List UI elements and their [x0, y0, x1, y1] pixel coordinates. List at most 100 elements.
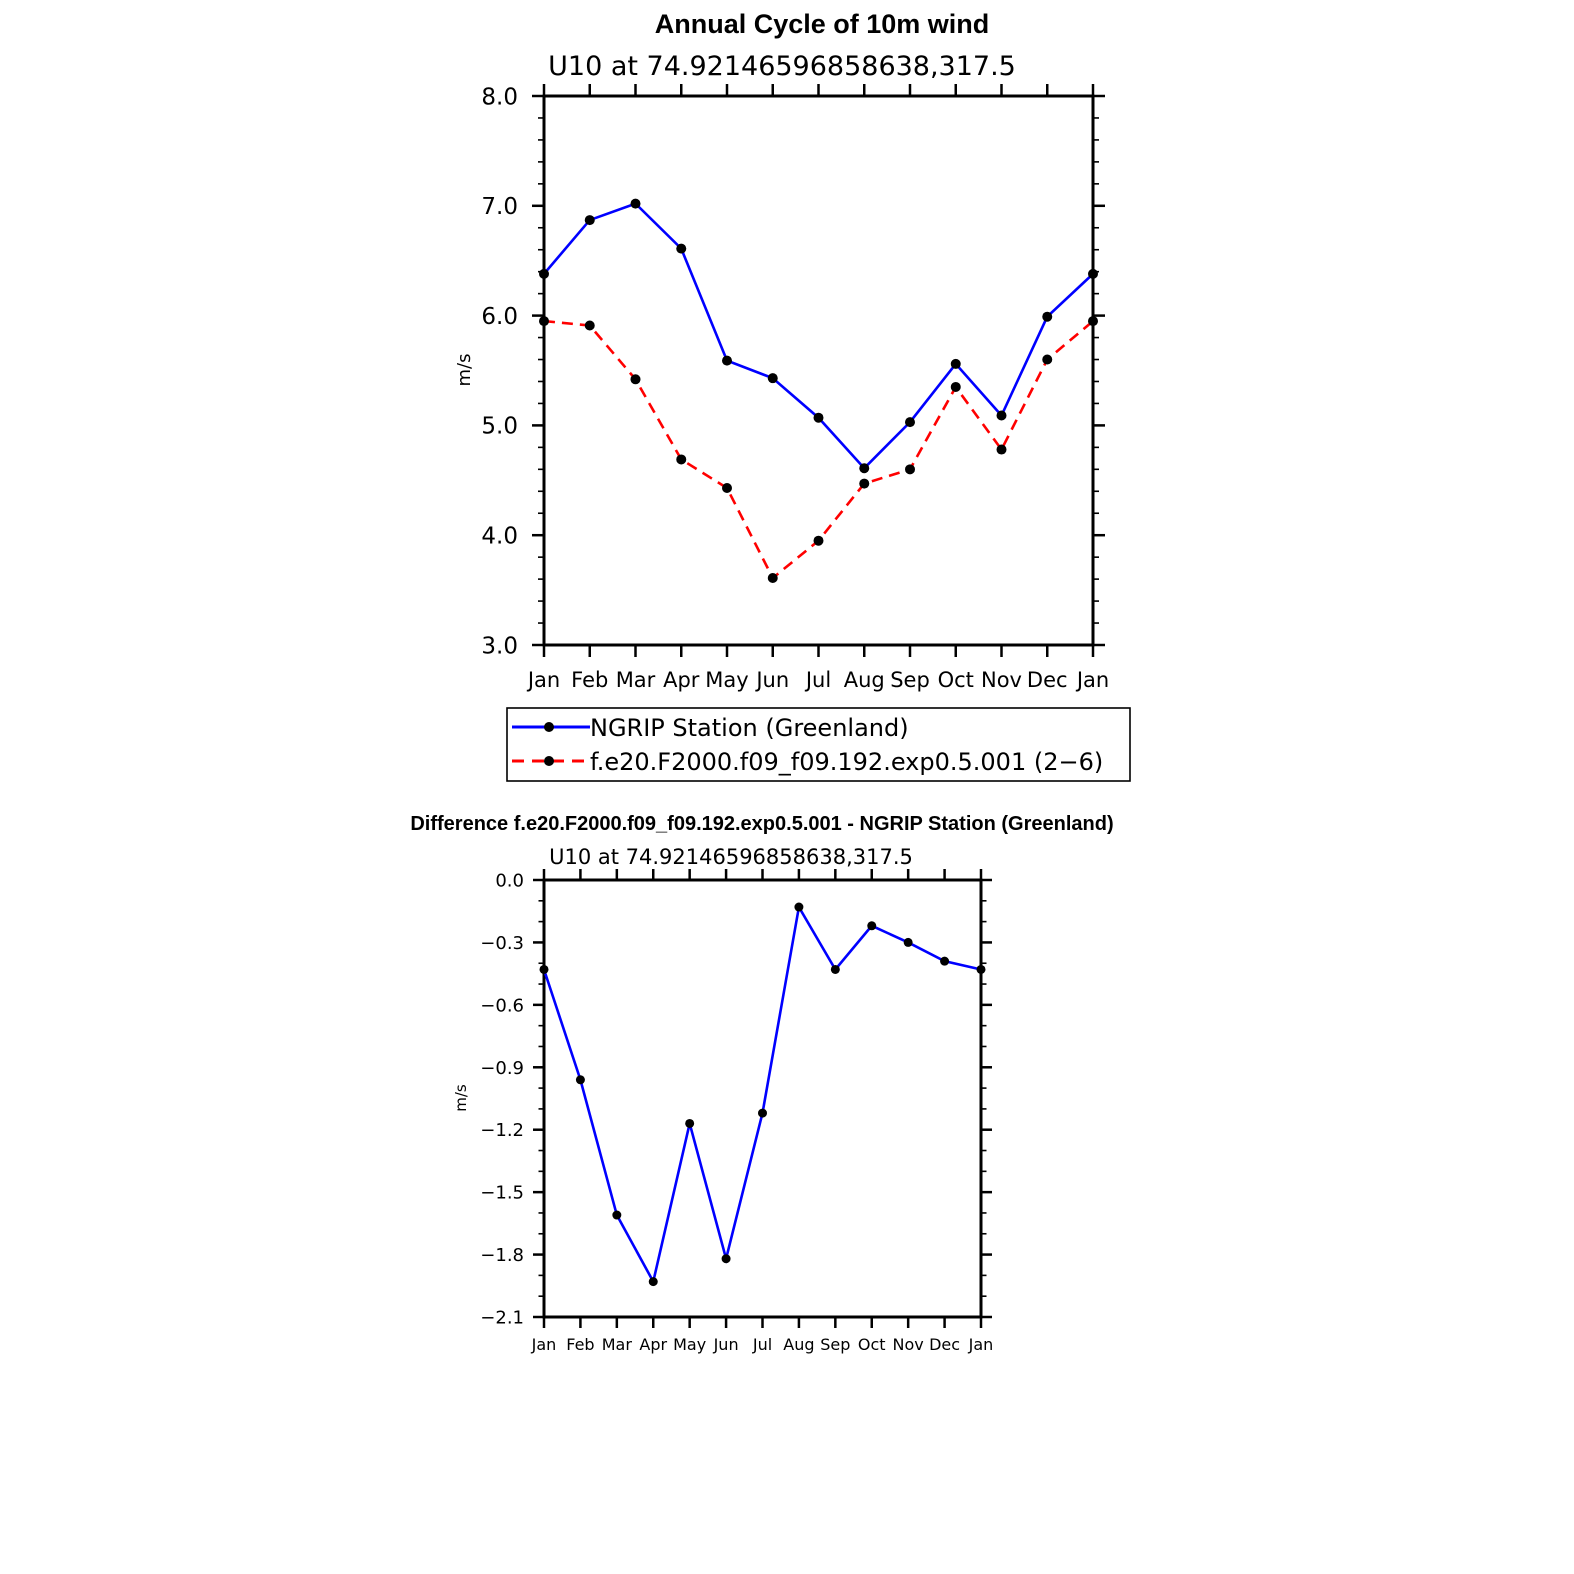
series-0-point	[539, 268, 549, 279]
chart1-title: Annual Cycle of 10m wind	[655, 9, 990, 39]
y-tick-label: −1.5	[480, 1183, 524, 1204]
y-tick-label: 3.0	[481, 633, 518, 659]
series-0-point	[794, 902, 804, 912]
y-tick-label: 5.0	[481, 414, 518, 440]
series-0-point	[940, 956, 950, 966]
series-1-point	[676, 454, 687, 465]
series-1-point	[905, 464, 915, 475]
x-tick-label: Jul	[752, 1335, 772, 1354]
chart1-ticks: Jan Feb Mar Apr May Jun Jul Aug Sep Oct Nov Dec Jan 3…	[481, 84, 1109, 692]
series-1-point	[584, 320, 595, 331]
x-tick-label: Apr	[639, 1335, 667, 1354]
x-tick-label: May	[705, 668, 748, 692]
legend-label-model: f.e20.F2000.f09_f09.192.exp0.5.001 (2−6)	[590, 748, 1103, 776]
x-tick-label: Jul	[804, 668, 831, 692]
chart1-frame	[542, 94, 1095, 647]
x-tick-label: Jan	[531, 1335, 557, 1354]
legend-marker-model	[544, 756, 554, 766]
series-1-point	[950, 381, 961, 392]
series-1-point	[767, 573, 778, 584]
series-line-0	[543, 202, 1094, 471]
x-tick-label: Apr	[663, 668, 700, 692]
x-tick-label: Dec	[929, 1335, 960, 1354]
series-1-point	[859, 478, 870, 489]
legend-label-ngrip: NGRIP Station (Greenland)	[590, 714, 909, 742]
x-tick-label: Jan	[526, 668, 560, 692]
series-0-point	[859, 463, 870, 474]
series-0-point	[685, 1118, 695, 1128]
y-tick-label: 8.0	[481, 84, 518, 110]
chart2-title: Difference f.e20.F2000.f09_f09.192.exp0.…	[410, 813, 1113, 835]
chart2-subtitle: U10 at 74.92146596858638,317.5	[549, 845, 913, 869]
series-1-point	[1042, 354, 1053, 365]
x-tick-label: Aug	[844, 668, 885, 692]
series-0-point	[575, 1075, 585, 1085]
x-tick-label: Aug	[783, 1335, 814, 1354]
series-0-point	[976, 964, 986, 974]
y-tick-label: −1.2	[480, 1120, 524, 1141]
x-tick-label: May	[673, 1335, 706, 1354]
series-1-point	[813, 535, 824, 546]
x-tick-label: Sep	[820, 1335, 850, 1354]
chart2-frame	[542, 878, 983, 1319]
y-tick-label: 7.0	[481, 194, 518, 220]
x-tick-label: Dec	[1027, 668, 1068, 692]
series-0-point	[996, 410, 1007, 421]
legend-marker-ngrip	[544, 722, 554, 732]
series-0-point	[758, 1108, 767, 1118]
series-0-point	[950, 358, 961, 369]
x-tick-label: Oct	[938, 668, 974, 692]
y-tick-label: 4.0	[481, 523, 518, 549]
chart2-ticks: Jan Feb Mar Apr May Jun Jul Aug Sep Oct Nov Dec Jan−…	[480, 869, 993, 1354]
x-tick-label: Jan	[968, 1335, 994, 1354]
series-0-point	[539, 964, 549, 974]
series-0-point	[721, 1254, 731, 1264]
y-tick-label: −2.1	[480, 1307, 524, 1328]
series-1-point	[996, 444, 1007, 455]
x-tick-label: Feb	[566, 1335, 594, 1354]
series-0-point	[584, 215, 595, 226]
series-0-point	[630, 198, 641, 209]
legend-item-model: f.e20.F2000.f09_f09.192.exp0.5.001 (2−6)	[512, 748, 1103, 776]
y-tick-label: −0.3	[480, 933, 524, 954]
x-tick-label: Jan	[1075, 668, 1109, 692]
x-tick-label: Mar	[616, 668, 656, 692]
chart2-ylabel: m/s	[452, 1084, 470, 1112]
y-tick-label: −1.8	[480, 1245, 524, 1266]
chart1-legend	[506, 707, 1131, 782]
x-tick-label: Jun	[754, 668, 789, 692]
series-0-point	[813, 412, 824, 423]
legend-item-ngrip: NGRIP Station (Greenland)	[512, 714, 909, 742]
series-0-point	[676, 243, 687, 254]
series-1-point	[630, 374, 641, 385]
x-tick-label: Oct	[858, 1335, 886, 1354]
y-tick-label: 6.0	[481, 304, 518, 330]
x-tick-label: Nov	[981, 668, 1022, 692]
series-0-point	[903, 937, 913, 947]
x-tick-label: Feb	[571, 668, 608, 692]
series-0-point	[722, 355, 732, 366]
series-line-0	[542, 903, 982, 1286]
series-0-point	[830, 964, 840, 974]
series-0-point	[1042, 311, 1053, 322]
series-0-point	[905, 417, 915, 428]
chart2-series	[539, 902, 986, 1287]
y-tick-label: −0.6	[480, 995, 524, 1016]
series-0-point	[867, 921, 877, 931]
series-0-point	[648, 1277, 658, 1287]
x-tick-label: Jun	[713, 1335, 739, 1354]
difference-chart: Difference f.e20.F2000.f09_f09.192.exp0.…	[410, 813, 1113, 1354]
chart1-ylabel: m/s	[454, 354, 475, 387]
series-0-point	[1088, 268, 1098, 279]
series-1-point	[722, 482, 732, 493]
annual-cycle-chart: Annual Cycle of 10m wind U10 at 74.92146…	[454, 9, 1131, 782]
x-tick-label: Mar	[602, 1335, 633, 1354]
y-tick-label: −0.9	[480, 1058, 524, 1079]
series-0-point	[767, 373, 778, 384]
chart1-series	[539, 198, 1098, 584]
x-tick-label: Sep	[890, 668, 930, 692]
y-tick-label: 0.0	[495, 870, 524, 891]
x-tick-label: Nov	[893, 1335, 924, 1354]
series-1-point	[1088, 316, 1098, 327]
